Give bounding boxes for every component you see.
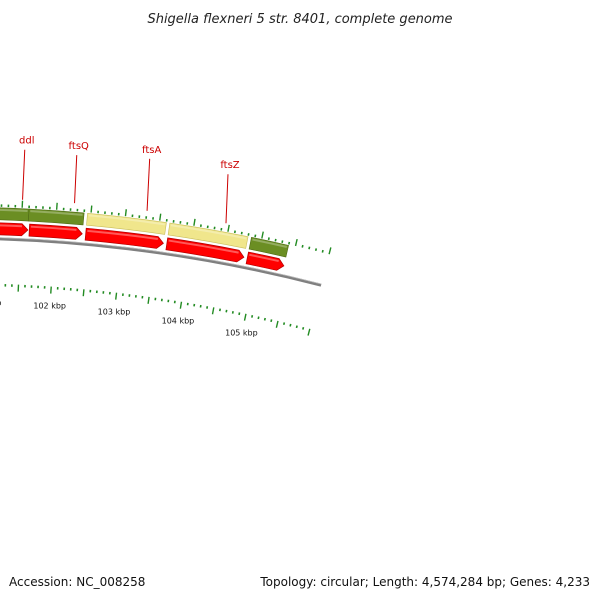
inner-tick [179, 301, 183, 309]
backbone-highlight [0, 237, 322, 285]
outer-tick-ring [0, 200, 332, 255]
feature-block-highlight [0, 208, 28, 212]
cds-arrow [84, 227, 164, 249]
outer-tick [267, 237, 270, 241]
accession-label: Accession: NC_008258 [9, 575, 145, 589]
cds-arrow-highlight [30, 225, 77, 231]
outer-tick [274, 238, 277, 242]
outer-tick [193, 218, 196, 226]
cds-arrow [245, 251, 285, 271]
inner-tick [282, 322, 286, 326]
gene-leader-line [225, 174, 229, 224]
outer-tick [288, 241, 291, 245]
cds-ring [0, 222, 285, 271]
inner-tick [263, 317, 266, 321]
kbp-label: 101 kbp [0, 298, 1, 307]
inner-tick [243, 313, 247, 321]
gene-label-ring: murDftsWmurGmurCddlftsQftsAftsZ [19, 136, 240, 224]
gene-leader-line [74, 155, 78, 204]
inner-tick [211, 307, 215, 315]
inner-tick [238, 312, 241, 316]
kbp-label: 105 kbp [225, 328, 258, 337]
outer-tick [124, 209, 127, 217]
inner-tick [302, 326, 305, 330]
feature-block [28, 208, 85, 226]
kbp-label: 102 kbp [33, 302, 66, 311]
cds-arrow-highlight [168, 239, 239, 254]
gene-leader-line [22, 149, 26, 200]
inner-tick [295, 325, 298, 329]
feature-block-highlight [252, 238, 288, 248]
feature-ring [0, 207, 289, 258]
outer-tick [159, 213, 162, 221]
inner-tick [82, 289, 85, 297]
feature-block [86, 212, 167, 235]
feature-block-highlight [88, 214, 165, 226]
inner-tick [289, 323, 292, 327]
outer-tick [301, 244, 304, 248]
outer-tick [281, 240, 284, 244]
feature-block [167, 222, 249, 249]
outer-tick [261, 231, 264, 239]
feature-block-highlight [170, 224, 247, 240]
inner-tick [251, 315, 254, 318]
feature-block-highlight [30, 210, 83, 216]
outer-tick [321, 249, 324, 253]
map-title: Shigella flexneri 5 str. 8401, complete … [147, 12, 452, 27]
outer-tick [254, 234, 257, 238]
gene-label: ddl [19, 136, 34, 147]
backbone-ring [0, 237, 322, 287]
cds-arrow-highlight [87, 229, 158, 241]
outer-tick [227, 224, 230, 232]
outer-tick [294, 238, 298, 247]
kbp-label: 103 kbp [98, 308, 131, 317]
feature-block [248, 236, 289, 258]
gene-label: ftsA [142, 145, 161, 156]
cds-arrow [28, 223, 83, 240]
inner-tick [275, 320, 279, 328]
kbp-label-ring: 96 kbp97 kbp98 kbp99 kbp100 kbp101 kbp10… [0, 298, 258, 337]
gene-label: ftsZ [220, 160, 239, 171]
gene-label: ftsQ [69, 141, 89, 152]
gene-leader-line [146, 158, 151, 211]
inner-tick [147, 296, 150, 304]
outer-tick [90, 205, 93, 213]
inner-tick-ring [4, 284, 311, 336]
cds-arrow [165, 237, 245, 263]
cds-arrow-highlight [249, 253, 279, 263]
backbone-line [0, 237, 322, 287]
kbp-label: 104 kbp [162, 316, 195, 325]
outer-tick [314, 248, 318, 252]
inner-tick [270, 319, 273, 323]
cds-arrow-highlight [0, 224, 23, 228]
inner-tick [257, 316, 260, 320]
genome-summary: Topology: circular; Length: 4,574,284 bp… [259, 575, 590, 589]
outer-tick [308, 246, 311, 250]
inner-tick [115, 292, 118, 300]
cds-arrow [0, 222, 29, 237]
inner-tick [307, 328, 311, 336]
outer-tick [328, 247, 332, 255]
